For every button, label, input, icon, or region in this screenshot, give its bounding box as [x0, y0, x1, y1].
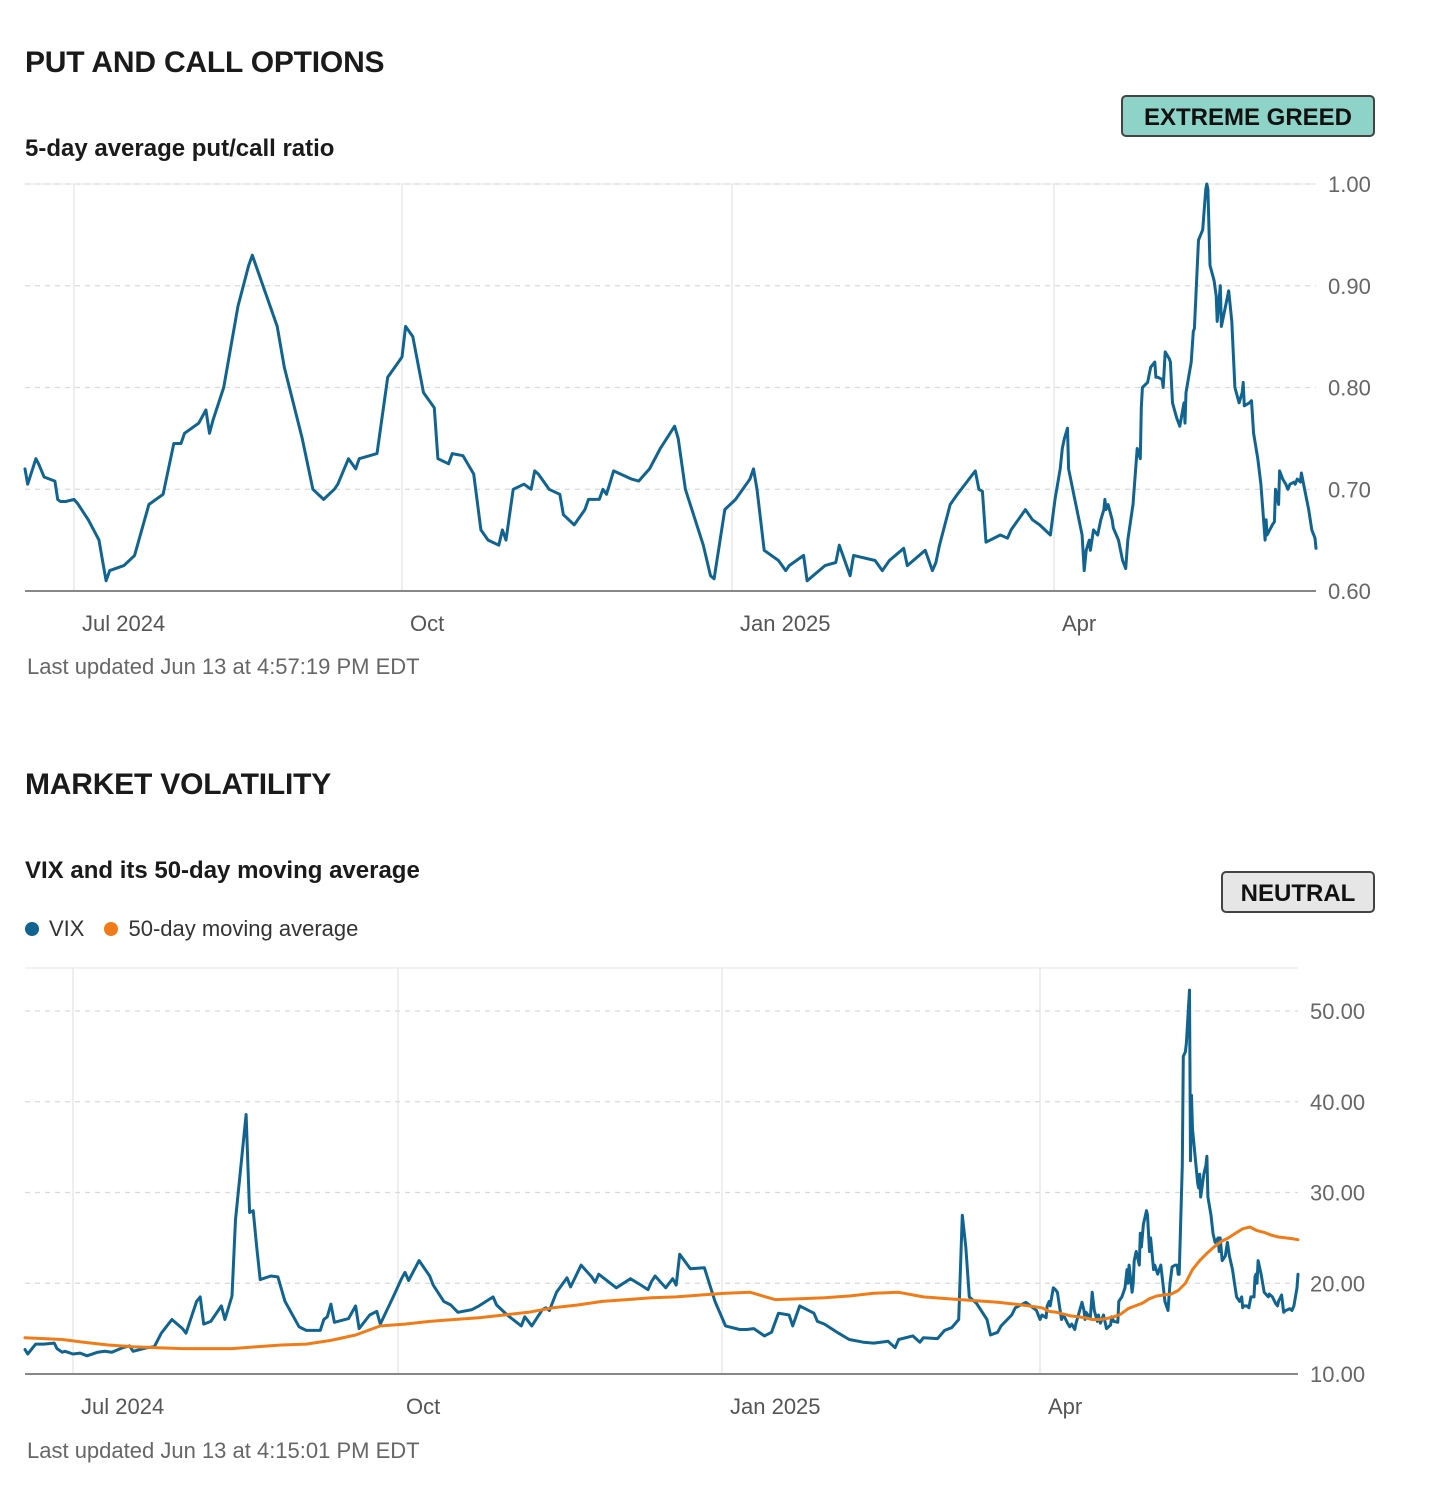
moving-average-legend-dot	[104, 922, 119, 936]
volatility-last-updated: Last updated Jun 13 at 4:15:01 PM EDT	[27, 1438, 420, 1463]
put-call-title: PUT AND CALL OPTIONS	[25, 46, 385, 79]
put-call-last-updated: Last updated Jun 13 at 4:57:19 PM EDT	[27, 654, 420, 679]
volatility-title: MARKET VOLATILITY	[25, 768, 332, 801]
y-tick-label: 50.00	[1310, 999, 1365, 1024]
volatility-legend: VIX 50-day moving average	[25, 916, 378, 942]
legend-label-moving-average: 50-day moving average	[128, 916, 359, 941]
y-tick-label: 10.00	[1310, 1362, 1365, 1387]
legend-label-vix: VIX	[49, 916, 85, 941]
x-tick-label: Apr	[1048, 1394, 1082, 1419]
legend-item-moving-average[interactable]: 50-day moving average	[104, 916, 358, 942]
x-tick-label: Jan 2025	[740, 611, 831, 636]
volatility-chart: 50.00 40.00 30.00 20.00 10.00 Jul 2024 Oct Jan …	[23, 967, 1365, 1419]
y-tick-label: 0.70	[1328, 477, 1371, 502]
x-tick-label: Jul 2024	[81, 1394, 164, 1419]
x-tick-label: Jan 2025	[730, 1394, 821, 1419]
y-tick-label: 40.00	[1310, 1090, 1365, 1115]
y-tick-label: 0.80	[1328, 376, 1371, 401]
x-tick-label: Oct	[406, 1394, 440, 1419]
vix-legend-dot	[25, 922, 39, 936]
x-tick-label: Apr	[1062, 611, 1096, 636]
y-tick-label: 1.00	[1328, 172, 1371, 197]
y-tick-label: 30.00	[1310, 1181, 1365, 1206]
put-call-section: PUT AND CALL OPTIONS EXTREME GREED 5-day…	[0, 0, 1444, 720]
y-tick-label: 0.60	[1328, 579, 1371, 604]
put-call-subtitle: 5-day average put/call ratio	[25, 135, 335, 162]
x-tick-label: Oct	[410, 611, 444, 636]
put-call-chart: 1.00 0.90 0.80 0.70 0.60 Jul 2024 Oct Jan 2025 A…	[23, 172, 1371, 636]
x-tick-label: Jul 2024	[82, 611, 165, 636]
volatility-subtitle: VIX and its 50-day moving average	[25, 857, 420, 884]
series-0-line	[23, 182, 1318, 583]
legend-item-vix[interactable]: VIX	[25, 916, 84, 942]
put-call-rating-badge: EXTREME GREED	[1121, 95, 1375, 137]
volatility-rating-badge: NEUTRAL	[1221, 871, 1375, 913]
y-tick-label: 20.00	[1310, 1271, 1365, 1296]
y-tick-label: 0.90	[1328, 274, 1371, 299]
50-day-moving-average-line	[23, 1225, 1300, 1351]
vix-line	[23, 988, 1300, 1358]
